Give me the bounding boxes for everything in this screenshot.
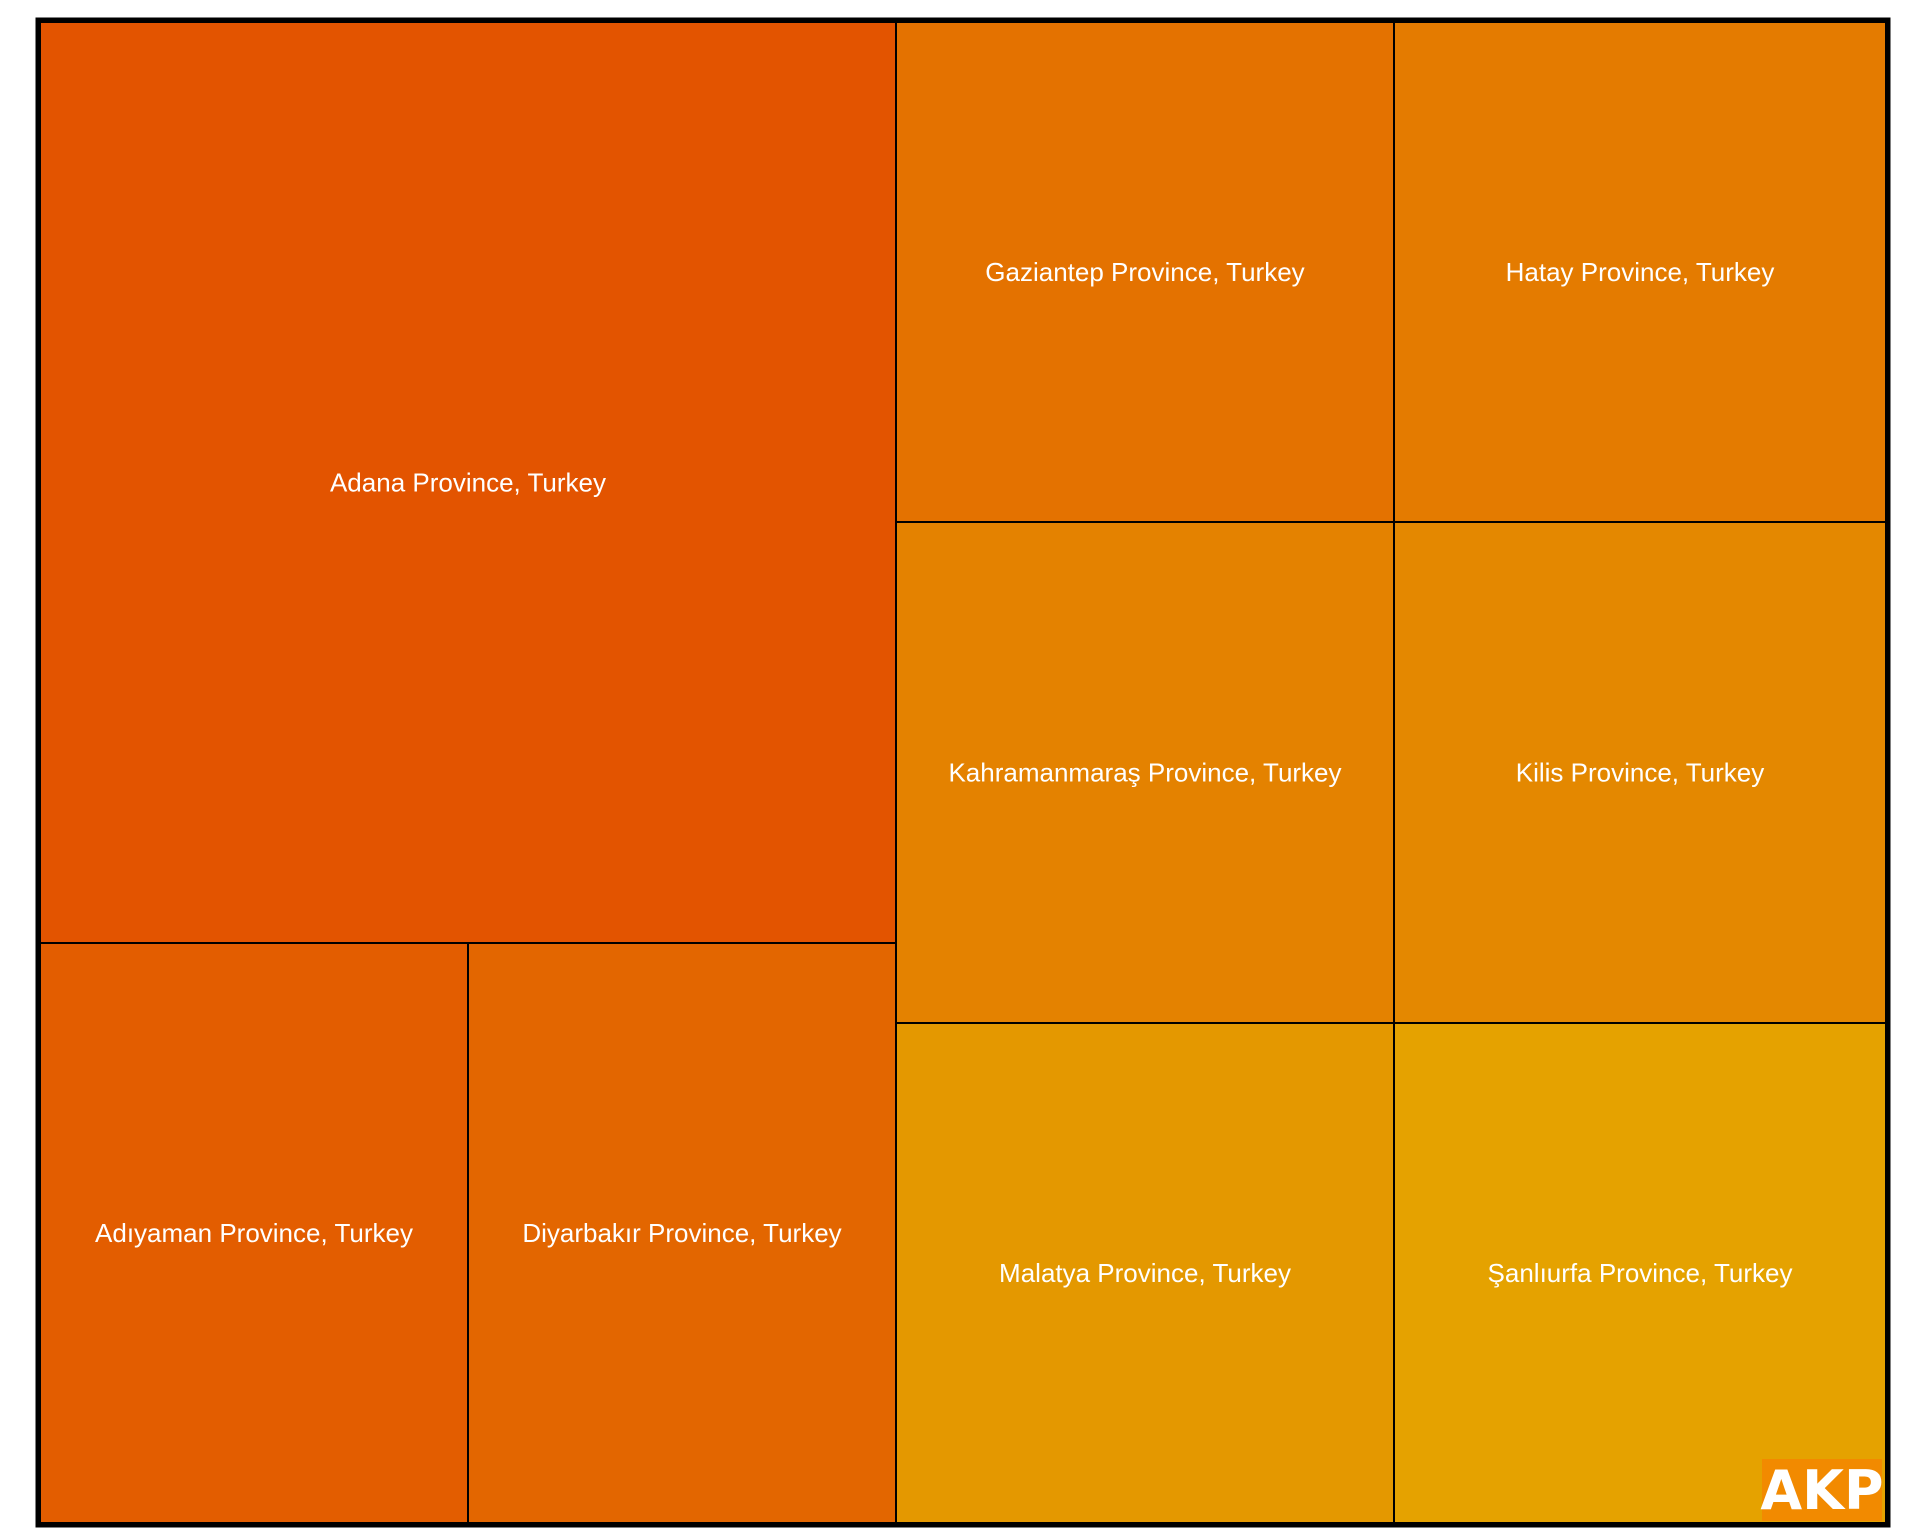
treemap-label: Adıyaman Province, Turkey: [95, 1218, 413, 1248]
treemap-cell-malatya-province: [895, 1022, 1395, 1524]
treemap-label: Adana Province, Turkey: [330, 468, 606, 498]
treemap-label: Kilis Province, Turkey: [1516, 758, 1765, 788]
treemap-label: Diyarbakır Province, Turkey: [522, 1218, 841, 1248]
treemap-label: Şanlıurfa Province, Turkey: [1488, 1258, 1793, 1288]
treemap-cell-kilis-province: [1393, 521, 1887, 1024]
treemap-cell-hatay-province: [1393, 21, 1887, 523]
treemap-cell-diyarbakir-province: [467, 942, 897, 1524]
treemap-cell-adiyaman-province: [39, 942, 469, 1524]
logo-text: AKP: [1760, 1459, 1883, 1522]
treemap-cell-adana-province: [39, 21, 897, 944]
treemap-label: Hatay Province, Turkey: [1506, 257, 1775, 287]
chart-frame: [35, 17, 1891, 1528]
treemap-label: Gaziantep Province, Turkey: [985, 257, 1304, 287]
treemap-cell-gaziantep-province: [895, 21, 1395, 523]
treemap-cells: Adana Province, Turkey Adıyaman Province,…: [39, 21, 1887, 1524]
akp-logo: AKP: [1760, 1459, 1884, 1522]
treemap-cell-kahramanmaras-province: [895, 521, 1395, 1024]
treemap-label: Kahramanmaraş Province, Turkey: [948, 758, 1341, 788]
treemap-label: Malatya Province, Turkey: [999, 1258, 1291, 1288]
logo-background: [1762, 1459, 1882, 1521]
